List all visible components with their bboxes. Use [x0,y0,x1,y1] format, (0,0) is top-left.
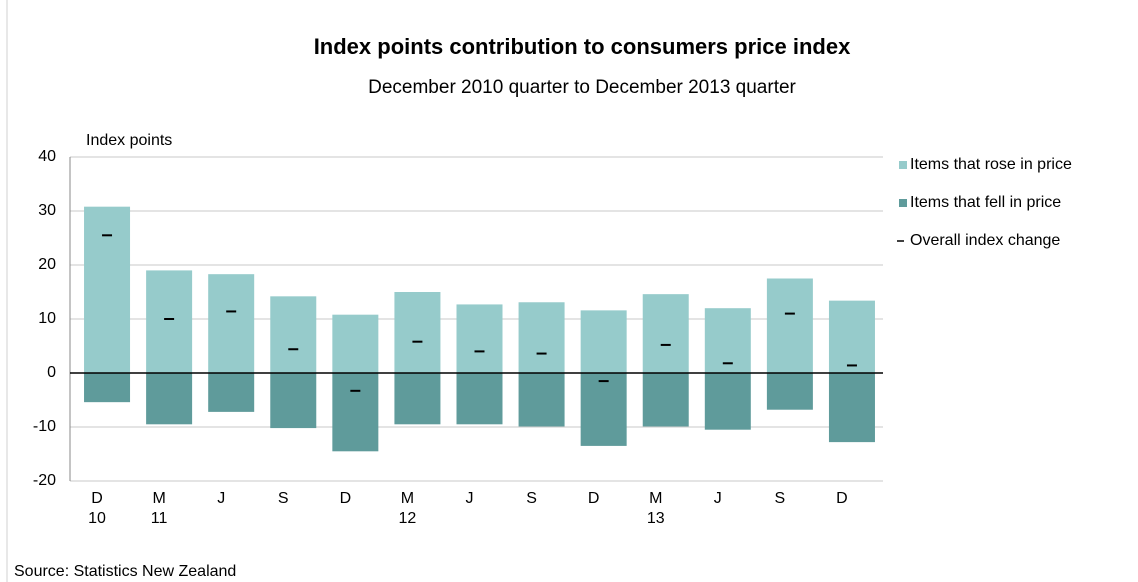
x-tick-year: 10 [88,510,106,527]
bar [84,206,131,373]
legend-label: Items that rose in price [910,156,1072,173]
x-tick-label: D [836,490,848,507]
x-tick-year: 12 [399,510,417,527]
source: Source: Statistics New Zealand [14,563,236,580]
bar [642,294,689,373]
bar [456,373,503,425]
bar [332,314,379,373]
x-tick-label: D [340,490,352,507]
x-tick-label: D [588,490,600,507]
bar [704,308,751,373]
bar [518,373,565,427]
bar [704,373,751,430]
x-tick-label: S [278,490,289,507]
y-axis-label: Index points [86,132,172,149]
y-tick-label: 20 [38,256,56,273]
bar [84,373,131,403]
y-tick-label: 40 [38,148,56,165]
x-tick-label: S [526,490,537,507]
bar [208,274,255,373]
x-tick-label: M [152,490,165,507]
x-tick-label: J [466,490,474,507]
bar [394,373,441,425]
legend-label: Overall index change [910,232,1060,249]
y-tick-label: 0 [47,364,56,381]
x-tick-label: M [649,490,662,507]
bar [208,373,255,412]
bar [146,373,193,425]
legend-swatch [899,199,907,207]
x-tick-year: 13 [647,510,665,527]
bar [580,373,627,446]
bar [270,373,317,429]
bar [828,300,875,373]
bar [766,373,813,410]
bar [332,373,379,452]
bar [270,296,317,373]
bar [642,373,689,427]
y-tick-label: -20 [33,472,56,489]
x-tick-label: J [714,490,722,507]
bar [394,292,441,373]
x-tick-label: S [775,490,786,507]
y-tick-label: -10 [33,418,56,435]
bar [518,302,565,373]
legend-label: Items that fell in price [910,194,1061,211]
y-tick-label: 10 [38,310,56,327]
bar [146,270,193,373]
chart-subtitle: December 2010 quarter to December 2013 q… [368,77,796,98]
x-tick-label: D [91,490,103,507]
bar [456,304,503,373]
y-tick-label: 30 [38,202,56,219]
bar [828,373,875,443]
bar [766,278,813,373]
x-tick-label: J [217,490,225,507]
x-tick-year: 11 [151,510,168,527]
bar [580,310,627,373]
legend-swatch [899,161,907,169]
x-tick-label: M [401,490,414,507]
chart-title: Index points contribution to consumers p… [314,34,851,59]
